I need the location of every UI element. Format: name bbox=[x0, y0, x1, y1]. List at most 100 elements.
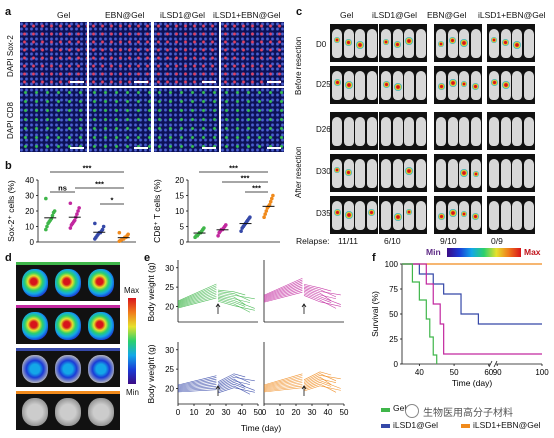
mouse-silhouette bbox=[392, 201, 403, 230]
mouse-silhouette bbox=[500, 29, 511, 58]
weight-line bbox=[263, 381, 332, 391]
luminescence-signal bbox=[405, 167, 413, 175]
data-point bbox=[52, 209, 57, 213]
data-point bbox=[117, 230, 122, 235]
luminescence-signal bbox=[344, 81, 353, 89]
mouse-image-cell bbox=[330, 154, 378, 192]
mouse-silhouette bbox=[436, 159, 446, 188]
data-point bbox=[248, 215, 252, 219]
weight-line bbox=[177, 383, 246, 391]
sox2-image-combo bbox=[221, 22, 284, 86]
watermark-text: 生物医用高分子材料 bbox=[423, 408, 513, 419]
tumor-image bbox=[88, 355, 114, 383]
mouse-silhouette bbox=[459, 117, 469, 146]
mouse-silhouette bbox=[355, 159, 365, 188]
resection-arrow bbox=[301, 385, 307, 396]
mouse-silhouette bbox=[381, 29, 391, 58]
panel-f-label: f bbox=[372, 252, 376, 264]
mouse-silhouette bbox=[512, 201, 522, 230]
mouse-silhouette bbox=[415, 71, 426, 100]
mouse-silhouette bbox=[355, 117, 365, 146]
mouse-silhouette bbox=[355, 71, 365, 100]
mouse-silhouette bbox=[332, 117, 342, 146]
relapse-ilsd1: 6/10 bbox=[384, 236, 401, 246]
mouse-silhouette bbox=[459, 71, 469, 100]
data-point bbox=[263, 212, 268, 216]
data-point bbox=[239, 229, 243, 233]
luminescence-signal bbox=[383, 39, 389, 45]
c-col-gel: Gel bbox=[340, 10, 354, 20]
y-tick-label: 0 bbox=[30, 238, 35, 247]
mouse-silhouette bbox=[447, 117, 458, 146]
data-point bbox=[93, 221, 97, 226]
weight-line bbox=[177, 376, 255, 388]
tumor-image bbox=[55, 355, 81, 383]
legend-combo: iLSD1+EBN@Gel bbox=[473, 420, 541, 430]
mouse-silhouette bbox=[436, 201, 446, 230]
data-point bbox=[126, 232, 130, 237]
weight-line bbox=[263, 380, 341, 390]
weight-line bbox=[177, 382, 255, 391]
mouse-silhouette bbox=[415, 117, 426, 146]
weight-line bbox=[177, 387, 255, 394]
weight-line bbox=[263, 383, 337, 393]
legend-gel-swatch bbox=[381, 408, 390, 412]
mouse-silhouette bbox=[415, 159, 426, 188]
mouse-silhouette bbox=[500, 201, 511, 230]
luminescence-signal bbox=[472, 213, 479, 220]
mouse-silhouette bbox=[436, 29, 446, 58]
mouse-silhouette bbox=[366, 71, 377, 100]
x-tick-label: 20 bbox=[292, 408, 301, 417]
x-tick-label: 0 bbox=[176, 408, 181, 417]
luminescence-signal bbox=[448, 79, 457, 87]
mouse-silhouette bbox=[332, 159, 342, 188]
luminescence-signal bbox=[448, 209, 457, 217]
mouse-silhouette bbox=[512, 29, 522, 58]
mouse-silhouette bbox=[381, 201, 391, 230]
sox2-image-gel bbox=[20, 22, 87, 86]
mouse-silhouette bbox=[404, 117, 414, 146]
survival-curve bbox=[402, 263, 542, 325]
data-point bbox=[101, 224, 106, 229]
luminescence-signal bbox=[461, 211, 467, 217]
weight-line bbox=[263, 376, 332, 388]
weight-line bbox=[263, 286, 341, 305]
data-point bbox=[75, 212, 79, 216]
data-point bbox=[202, 226, 206, 230]
mouse-silhouette bbox=[392, 29, 403, 58]
x-tick-label: 40 bbox=[238, 408, 247, 417]
mouse-silhouette bbox=[512, 71, 522, 100]
tumor-image bbox=[55, 312, 81, 340]
mouse-silhouette bbox=[404, 71, 414, 100]
x-tick-label: 40 bbox=[415, 368, 424, 377]
group-color-bar bbox=[16, 262, 120, 265]
panel-d-label: d bbox=[5, 252, 12, 264]
x-tick-label: 60 bbox=[484, 368, 493, 377]
col-header-gel: Gel bbox=[57, 10, 71, 20]
row-d0: D0 bbox=[316, 40, 327, 49]
data-point bbox=[50, 213, 55, 218]
weight-line bbox=[177, 283, 246, 302]
d-scale-max: Max bbox=[124, 286, 140, 295]
data-point bbox=[100, 227, 105, 232]
excised-tumor-images bbox=[16, 262, 126, 430]
weight-line bbox=[263, 385, 341, 393]
x-tick-label: 50 bbox=[340, 408, 349, 417]
col-header-ilsd1-gel: iLSD1@Gel bbox=[160, 10, 206, 20]
mouse-image-cell bbox=[487, 196, 535, 234]
weight-line bbox=[263, 373, 337, 387]
ivis-mouse-grid bbox=[330, 24, 550, 234]
significance-label: *** bbox=[83, 164, 92, 173]
sox2-image-ebn bbox=[89, 22, 151, 86]
mouse-silhouette bbox=[459, 159, 469, 188]
y-axis-label: Body weight (g) bbox=[146, 344, 156, 403]
weight-line bbox=[177, 294, 246, 307]
y-axis-label: Survival (%) bbox=[370, 291, 380, 337]
weight-line bbox=[177, 375, 251, 387]
luminescence-colorbar bbox=[447, 248, 521, 257]
group-color-bar bbox=[16, 305, 120, 308]
mouse-silhouette bbox=[470, 71, 481, 100]
mouse-silhouette bbox=[459, 201, 469, 230]
x-tick-label: 30 bbox=[308, 408, 317, 417]
luminescence-signal bbox=[460, 169, 468, 177]
